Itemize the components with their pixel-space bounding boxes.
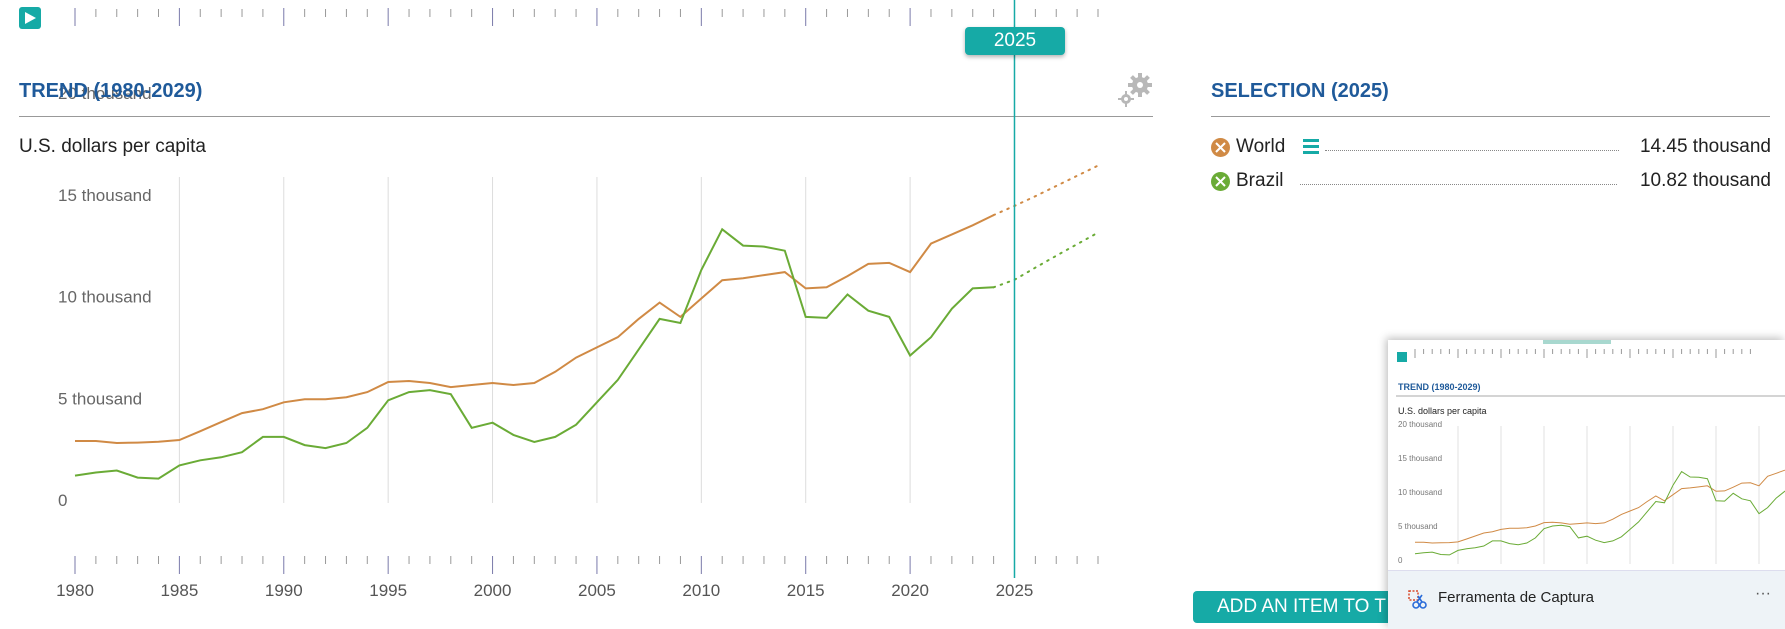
thumb-y-label: 0 (1398, 556, 1403, 565)
toast-app-name: Ferramenta de Captura (1438, 589, 1594, 606)
series-line-brazil (74, 227, 994, 480)
settings-button[interactable] (1117, 72, 1153, 113)
x-circle-icon (1215, 176, 1226, 187)
selection-row-world: World 14.45 thousand (1211, 135, 1771, 161)
add-item-button[interactable]: ADD AN ITEM TO T (1193, 591, 1393, 623)
x-tick-label: 1995 (369, 581, 407, 600)
y-tick-label: 15 thousand (58, 186, 152, 205)
series-projection-world (992, 164, 1099, 217)
y-tick-label: 5 thousand (58, 389, 142, 408)
leader-line (1325, 150, 1619, 151)
thumbnail-unit: U.S. dollars per capita (1398, 406, 1487, 416)
snipping-tool-notification[interactable]: Ferramenta de Captura ··· (1388, 570, 1785, 629)
x-tick-label: 1990 (265, 581, 303, 600)
y-tick-label: 10 thousand (58, 288, 152, 307)
x-tick-label: 2015 (787, 581, 825, 600)
selection-value-brazil: 10.82 thousand (1639, 170, 1771, 191)
play-icon (25, 12, 36, 24)
selection-title: SELECTION (2025) (1211, 80, 1389, 102)
y-tick-label: 0 (58, 491, 67, 510)
x-tick-label: 2025 (996, 581, 1034, 600)
thumb-series-world (1415, 469, 1785, 544)
gear-icon (1118, 73, 1152, 107)
trend-unit-label: U.S. dollars per capita (19, 136, 206, 157)
leader-line (1300, 184, 1617, 185)
x-tick-label: 2000 (474, 581, 512, 600)
menu-icon[interactable] (1303, 139, 1319, 157)
selection-name-world: World (1236, 136, 1286, 157)
thumb-y-label: 20 thousand (1398, 420, 1442, 429)
thumb-y-label: 15 thousand (1398, 454, 1442, 463)
remove-world-button[interactable] (1211, 138, 1230, 157)
play-button[interactable] (19, 7, 41, 29)
thumb-series-brazil (1414, 470, 1785, 556)
x-tick-label: 1985 (160, 581, 198, 600)
selection-value-world: 14.45 thousand (1639, 136, 1771, 157)
x-tick-label: 2020 (891, 581, 929, 600)
x-circle-icon (1215, 142, 1226, 153)
series-projection-brazil (992, 231, 1099, 289)
timeline-axis (74, 8, 1099, 574)
selected-year-handle[interactable]: 2025 (965, 27, 1065, 55)
y-tick-label: 20 thousand (58, 84, 152, 103)
x-tick-label: 2010 (682, 581, 720, 600)
selection-name-brazil: Brazil (1236, 170, 1284, 191)
thumb-y-label: 10 thousand (1398, 488, 1442, 497)
selection-row-brazil: Brazil 10.82 thousand (1211, 169, 1771, 195)
more-options-button[interactable]: ··· (1755, 585, 1771, 602)
series-line-world (75, 214, 995, 445)
thumbnail-chart: 20 thousand 15 thousand 10 thousand 5 thous… (1396, 340, 1785, 565)
scissors-icon (1408, 590, 1428, 615)
remove-brazil-button[interactable] (1211, 172, 1230, 191)
x-tick-label: 2005 (578, 581, 616, 600)
trend-title: TREND (1980-2029) (19, 80, 203, 102)
thumbnail-title: TREND (1980-2029) (1398, 382, 1481, 392)
thumb-y-label: 5 thousand (1398, 522, 1438, 531)
play-icon (1397, 352, 1407, 362)
thumb-year-handle (1543, 340, 1611, 344)
x-tick-label: 1980 (56, 581, 94, 600)
